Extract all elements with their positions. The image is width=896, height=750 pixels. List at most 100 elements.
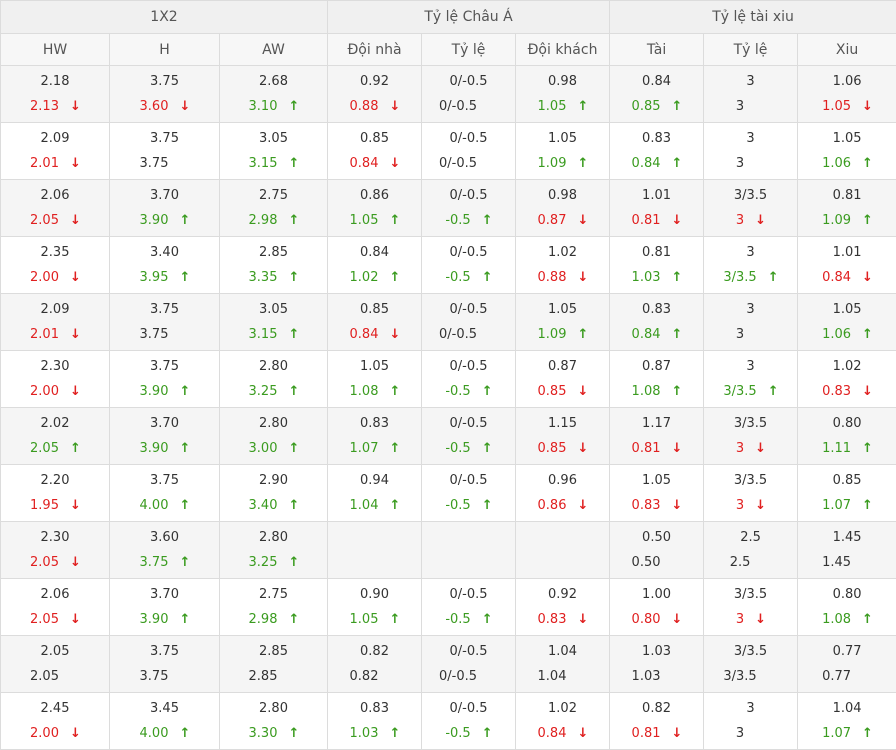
- current-odds-line: 2.5↑: [704, 550, 797, 575]
- current-odds: 3: [736, 726, 744, 741]
- odds-cell: 0/-0.50/-0.5↑: [422, 294, 516, 351]
- current-odds-line: 1.05↑: [516, 94, 609, 119]
- odds-cell: 1.031.03↑: [610, 636, 704, 693]
- arrow-down-icon: ↓: [179, 94, 189, 119]
- opening-odds: 1.05: [798, 297, 896, 322]
- current-odds: 0.84: [538, 726, 567, 741]
- opening-odds: 2.09: [1, 126, 109, 151]
- current-odds: 1.08: [350, 384, 379, 399]
- opening-odds: 1.05: [798, 126, 896, 151]
- current-odds: 2.01: [30, 156, 59, 171]
- current-odds: 0.50: [632, 555, 661, 570]
- current-odds: -0.5: [445, 384, 470, 399]
- current-odds: 2.05: [30, 669, 59, 684]
- opening-odds: 0.81: [798, 183, 896, 208]
- current-odds: 3: [736, 213, 744, 228]
- current-odds-line: 0.83↓: [798, 379, 896, 404]
- current-odds: 0.84: [632, 156, 661, 171]
- current-odds: 1.04: [350, 498, 379, 513]
- current-odds-line: 0.77↑: [798, 664, 896, 689]
- arrow-down-icon: ↓: [577, 208, 587, 233]
- opening-odds: 3: [704, 297, 797, 322]
- arrow-up-icon: ↑: [862, 493, 872, 518]
- current-odds-line: 2.00↓: [1, 265, 109, 290]
- arrow-down-icon: ↓: [70, 322, 80, 347]
- opening-odds: 0.80: [798, 411, 896, 436]
- current-odds: 0.87: [538, 213, 567, 228]
- current-odds-line: 2.00↓: [1, 721, 109, 746]
- current-odds: 2.00: [30, 726, 59, 741]
- current-odds: 0.84: [632, 327, 661, 342]
- current-odds: 1.05: [350, 612, 379, 627]
- current-odds-line: 1.05↓: [798, 94, 896, 119]
- current-odds: 1.08: [822, 612, 851, 627]
- current-odds-line: 3.35↑: [220, 265, 327, 290]
- current-odds: 3.75: [140, 156, 169, 171]
- opening-odds: 2.30: [1, 525, 109, 550]
- arrow-down-icon: ↓: [70, 493, 80, 518]
- current-odds: 0.81: [632, 726, 661, 741]
- opening-odds: 2.85: [220, 240, 327, 265]
- current-odds-line: 1.07↑: [798, 493, 896, 518]
- arrow-up-icon: ↑: [482, 436, 492, 461]
- current-odds: 0.83: [538, 612, 567, 627]
- current-odds-line: 3↓: [704, 436, 797, 461]
- current-odds: 3.15: [249, 156, 278, 171]
- arrow-down-icon: ↓: [672, 208, 682, 233]
- arrow-down-icon: ↓: [70, 208, 80, 233]
- odds-cell: 0/-0.50/-0.5↑: [422, 66, 516, 123]
- arrow-up-icon: ↑: [389, 721, 399, 746]
- current-odds: 1.06: [822, 156, 851, 171]
- opening-odds: 2.35: [1, 240, 109, 265]
- opening-odds: 0.87: [610, 354, 703, 379]
- arrow-up-icon: ↑: [389, 265, 399, 290]
- opening-odds: 0.96: [516, 468, 609, 493]
- opening-odds: 2.02: [1, 411, 109, 436]
- current-odds-line: 0.85↓: [516, 436, 609, 461]
- opening-odds: 0.77: [798, 639, 896, 664]
- odds-cell: 0/-0.5-0.5↑: [422, 180, 516, 237]
- arrow-up-icon: ↑: [482, 493, 492, 518]
- current-odds-line: 1.11↑: [798, 436, 896, 461]
- opening-odds: 2.09: [1, 297, 109, 322]
- current-odds: 2.98: [249, 612, 278, 627]
- current-odds: -0.5: [445, 498, 470, 513]
- current-odds-line: 3.00↑: [220, 436, 327, 461]
- opening-odds: 1.45: [798, 525, 896, 550]
- current-odds-line: 2.05↓: [1, 208, 109, 233]
- current-odds-line: 3/3.5↑: [704, 265, 797, 290]
- opening-odds: 0/-0.5: [422, 354, 515, 379]
- current-odds: 1.05: [822, 99, 851, 114]
- arrow-up-icon: ↑: [70, 436, 80, 461]
- odds-cell: 3/3.53/3.5↑: [704, 636, 798, 693]
- current-odds: 3/3.5: [723, 669, 756, 684]
- opening-odds: 2.80: [220, 696, 327, 721]
- current-odds: 1.03: [632, 669, 661, 684]
- opening-odds: 2.80: [220, 525, 327, 550]
- opening-odds: 3: [704, 696, 797, 721]
- odds-cell: 3.753.75↑: [110, 123, 220, 180]
- current-odds: -0.5: [445, 612, 470, 627]
- odds-cell: 0/-0.5-0.5↑: [422, 351, 516, 408]
- arrow-down-icon: ↓: [755, 493, 765, 518]
- opening-odds: 0.98: [516, 69, 609, 94]
